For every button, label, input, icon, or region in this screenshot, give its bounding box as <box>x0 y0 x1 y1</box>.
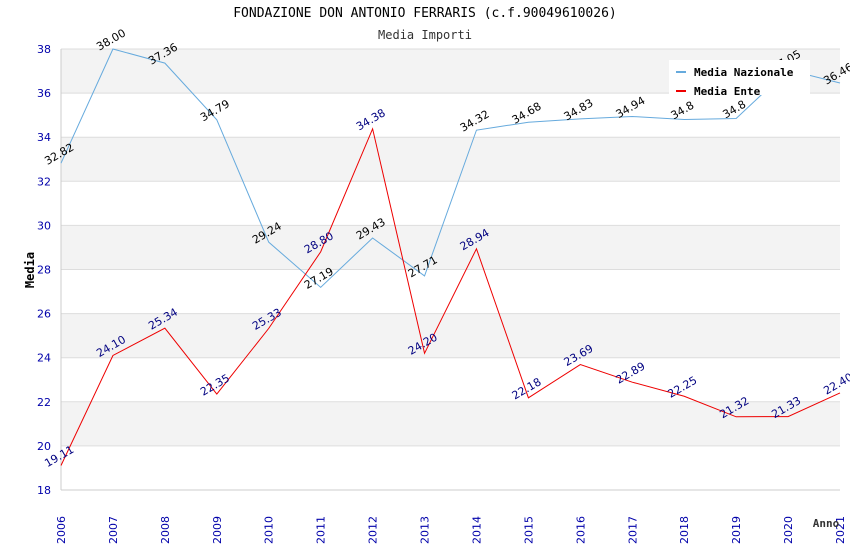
chart-subtitle: Media Importi <box>378 28 472 42</box>
y-axis-label: Media <box>23 252 37 288</box>
grid-band <box>61 137 840 182</box>
grid-lines <box>60 48 840 491</box>
x-tick-label: 2018 <box>678 516 691 544</box>
data-label: 22.18 <box>510 375 544 402</box>
y-tick-label: 22 <box>37 396 51 409</box>
y-tick-label: 38 <box>37 43 51 56</box>
x-tick-label: 2016 <box>574 516 587 544</box>
data-label: 34.8 <box>721 98 749 122</box>
x-tick-label: 2013 <box>419 516 432 544</box>
legend-box <box>669 60 810 95</box>
x-tick-label: 2012 <box>367 516 380 544</box>
y-tick-label: 28 <box>37 264 51 277</box>
x-tick-label: 2014 <box>470 516 483 544</box>
y-tick-label: 30 <box>37 219 51 232</box>
data-label: 34.38 <box>354 106 388 133</box>
data-label: 22.35 <box>198 372 232 399</box>
x-tick-label: 2015 <box>522 516 535 544</box>
y-tick-label: 24 <box>37 352 51 365</box>
x-tick-label: 2008 <box>159 516 172 544</box>
grid-band <box>61 401 840 446</box>
grid-band <box>61 313 840 358</box>
x-axis-ticks: 2006 2007 2008 2009 2010 2011 2012 2013 2014 2015… <box>55 516 847 544</box>
series-line <box>60 127 841 466</box>
x-tick-label: 2006 <box>55 516 68 544</box>
data-label: 34.8 <box>669 99 697 123</box>
x-tick-label: 2019 <box>730 516 743 544</box>
legend: Media Nazionale Media Ente <box>669 60 810 98</box>
series-lines <box>60 48 841 466</box>
legend-label: Media Ente <box>694 85 761 98</box>
y-tick-label: 26 <box>37 308 51 321</box>
y-tick-label: 34 <box>37 131 51 144</box>
x-tick-label: 2021 <box>834 516 847 544</box>
chart-title: FONDAZIONE DON ANTONIO FERRARIS (c.f.900… <box>233 6 617 21</box>
legend-label: Media Nazionale <box>694 66 794 79</box>
x-tick-label: 2011 <box>315 516 328 544</box>
x-tick-label: 2009 <box>211 516 224 544</box>
grid-bands <box>61 49 840 446</box>
series-line <box>60 48 841 289</box>
y-tick-label: 36 <box>37 87 51 100</box>
data-label: 22.40 <box>821 370 850 397</box>
grid-band <box>61 225 840 270</box>
x-tick-label: 2007 <box>107 516 120 544</box>
data-label: 22.25 <box>666 374 700 401</box>
y-axis-ticks: 18 20 22 24 26 28 30 32 34 36 38 <box>37 43 51 497</box>
x-axis-label: Anno <box>813 517 840 530</box>
y-tick-label: 32 <box>37 175 51 188</box>
data-label: 34.79 <box>198 97 232 124</box>
y-tick-label: 20 <box>37 440 51 453</box>
x-tick-label: 2017 <box>626 516 639 544</box>
data-label: 22.89 <box>614 360 648 387</box>
x-tick-label: 2010 <box>263 516 276 544</box>
data-label: 34.32 <box>458 108 492 135</box>
x-tick-label: 2020 <box>782 516 795 544</box>
y-tick-label: 18 <box>37 484 51 497</box>
